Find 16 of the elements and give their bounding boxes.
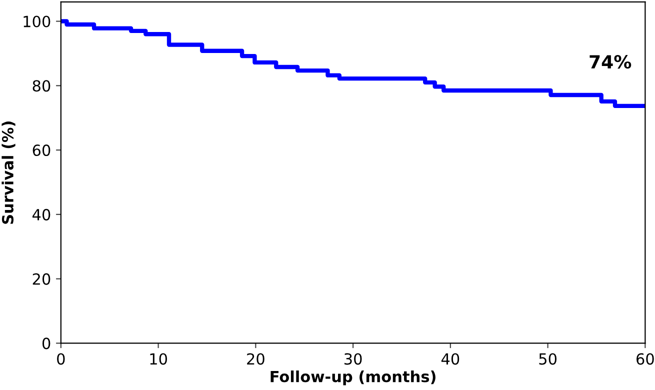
x-tick-label: 20 — [247, 353, 264, 365]
x-axis-title: Follow-up (months) — [270, 370, 436, 386]
y-tick-label: 100 — [24, 16, 50, 28]
x-tick-label: 60 — [636, 353, 654, 365]
x-tick-label: 40 — [441, 353, 460, 365]
x-tick-label: 50 — [539, 353, 557, 365]
y-tick-label: 80 — [32, 80, 50, 92]
y-tick-label: 40 — [32, 208, 50, 220]
x-tick-label: 0 — [57, 353, 65, 365]
x-tick-label: 30 — [344, 353, 362, 365]
y-tick-label: 20 — [32, 273, 50, 285]
y-tick-label: 60 — [32, 144, 50, 156]
y-tick-label: 0 — [42, 338, 50, 350]
y-axis-title: Survival (%) — [2, 122, 16, 224]
x-tick-label: 10 — [150, 353, 167, 365]
annotation: 74% — [590, 54, 632, 69]
